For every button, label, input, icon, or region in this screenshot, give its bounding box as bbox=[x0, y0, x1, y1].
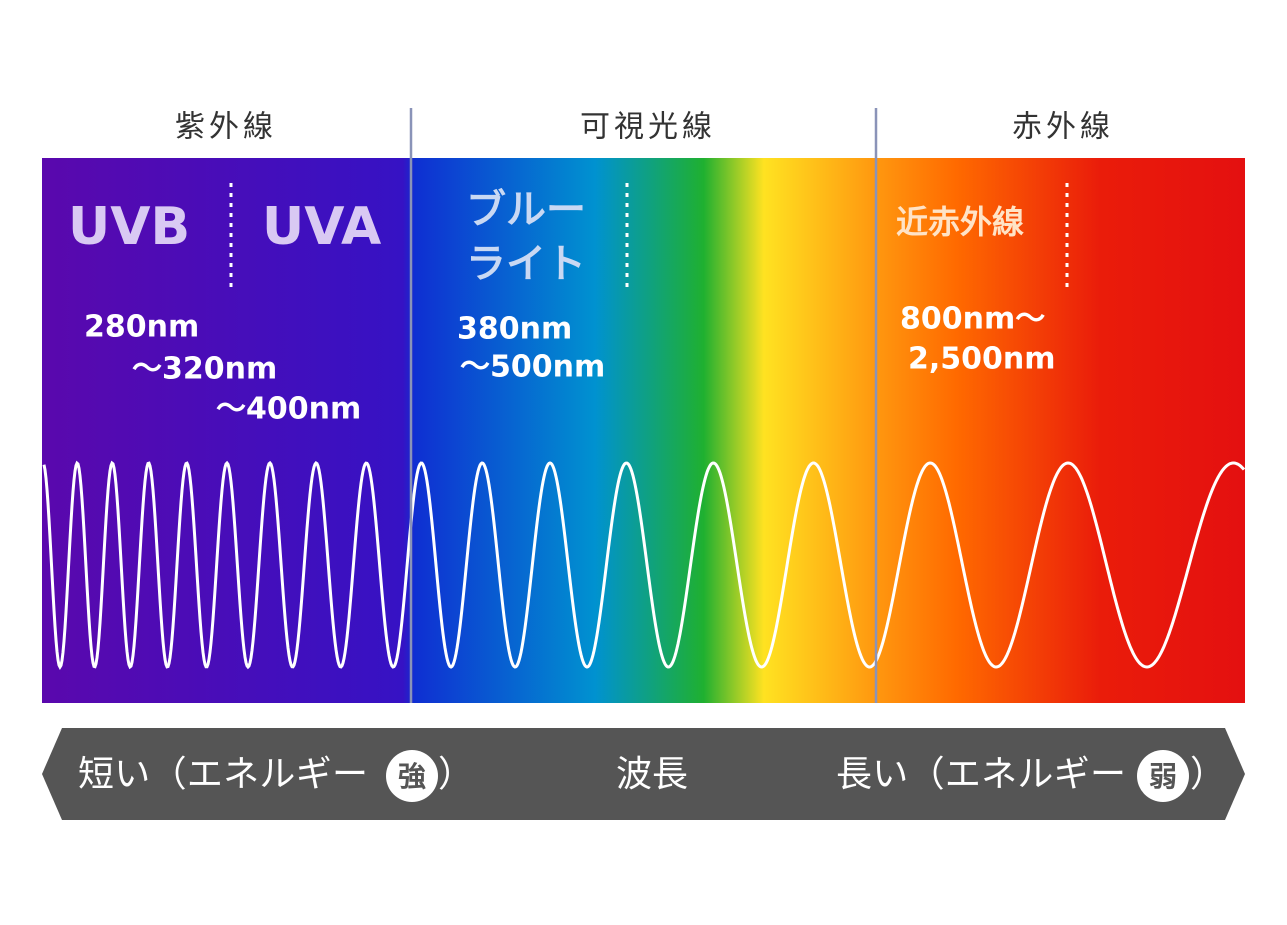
range-label: 280nm bbox=[84, 310, 199, 345]
range-label: 380nm bbox=[457, 312, 572, 347]
section-label: 可視光線 bbox=[580, 110, 716, 145]
range-label: 〜400nm bbox=[216, 392, 361, 427]
badge bbox=[386, 750, 438, 802]
band-label: ブルー bbox=[466, 187, 586, 233]
section-label: 紫外線 bbox=[175, 110, 277, 145]
range-label: 800nm〜 bbox=[900, 302, 1045, 337]
axis-label: 長い（エネルギー bbox=[836, 754, 1126, 795]
axis-label: ） bbox=[1190, 754, 1226, 795]
range-label: 〜500nm bbox=[460, 350, 605, 385]
wave-line bbox=[42, 460, 1246, 671]
spectrum-band bbox=[42, 158, 1245, 703]
section-label: 赤外線 bbox=[1012, 110, 1114, 145]
range-label: 〜320nm bbox=[132, 352, 277, 387]
badge-label: 弱 bbox=[1149, 760, 1177, 793]
badge bbox=[1137, 750, 1189, 802]
band-label: UVB bbox=[68, 197, 190, 257]
axis-label: 短い（エネルギー bbox=[78, 754, 368, 795]
range-label: 2,500nm bbox=[908, 342, 1056, 377]
band-label: 近赤外線 bbox=[896, 203, 1024, 241]
wave bbox=[42, 460, 1246, 671]
axis-arrow bbox=[42, 728, 1245, 820]
band-label: UVA bbox=[262, 197, 381, 257]
band-label: ライト bbox=[466, 241, 586, 287]
axis-title: 波長 bbox=[616, 754, 688, 795]
axis-label: ） bbox=[438, 754, 474, 795]
badge-label: 強 bbox=[398, 760, 426, 793]
